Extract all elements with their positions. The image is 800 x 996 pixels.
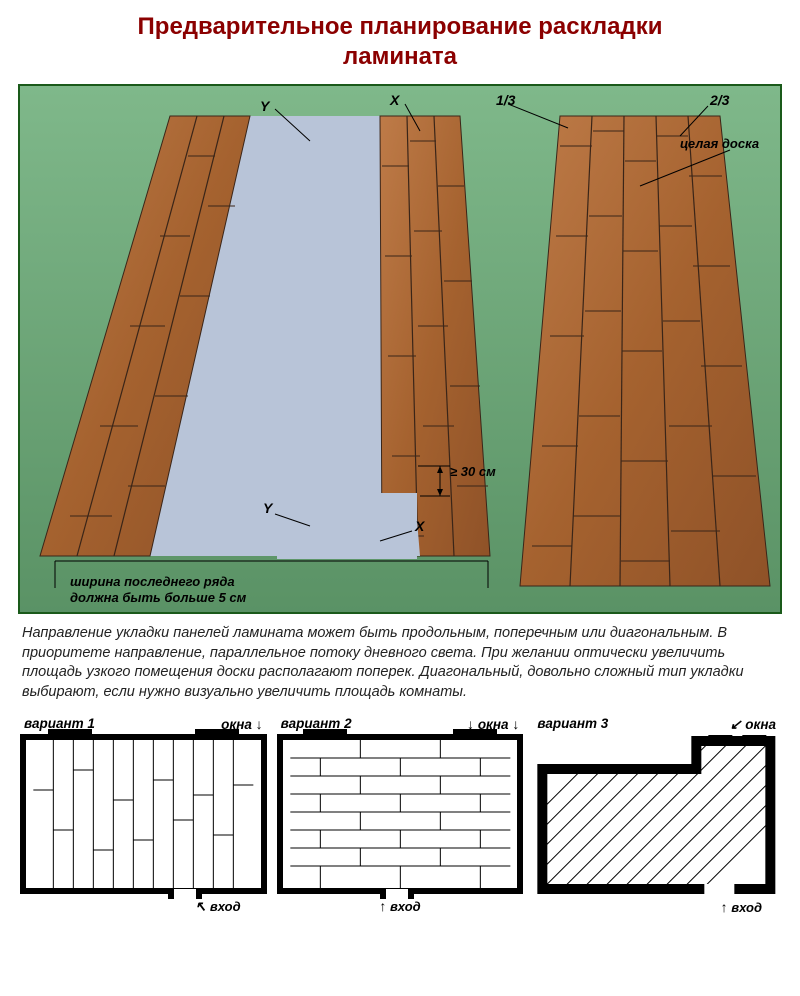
variant-2-entry: ↑ вход xyxy=(277,898,524,914)
label-y-top: Y xyxy=(260,98,269,114)
title-line-2: ламината xyxy=(20,42,780,72)
diagram-svg xyxy=(20,86,780,614)
plan-1 xyxy=(20,734,267,894)
label-two-thirds: 2/3 xyxy=(710,92,729,108)
variants-row: вариант 1 окна ↓ xyxy=(20,716,780,915)
label-one-third: 1/3 xyxy=(496,92,515,108)
label-y-bottom: Y xyxy=(263,500,272,516)
plan-3-svg xyxy=(533,735,780,895)
entry-mark xyxy=(380,889,414,899)
label-whole-board: целая доска xyxy=(680,136,759,151)
variant-3-title: вариант 3 xyxy=(537,716,608,733)
variant-3-windows: ↙ окна xyxy=(730,716,776,733)
arrow-down-icon: ↓ xyxy=(256,716,263,732)
arrow-up-icon: ↑ xyxy=(721,899,728,915)
variant-3: вариант 3 ↙ окна xyxy=(533,716,780,915)
window-mark xyxy=(195,729,239,739)
plan-1-svg xyxy=(26,740,261,888)
window-mark xyxy=(453,729,497,739)
variant-3-entry: ↑ вход xyxy=(533,899,780,915)
arrow-up-icon: ↑ xyxy=(379,898,386,914)
label-gap: ≥ 30 см xyxy=(450,464,496,479)
description-paragraph: Направление укладки панелей ламината мож… xyxy=(22,624,778,702)
page-title: Предварительное планирование раскладки л… xyxy=(0,0,800,78)
plan-2-svg xyxy=(283,740,518,888)
window-mark xyxy=(48,729,92,739)
plan-2 xyxy=(277,734,524,894)
title-line-1: Предварительное планирование раскладки xyxy=(20,12,780,42)
arrow-up-icon: ↖ xyxy=(195,898,207,914)
last-row-note: ширина последнего ряда должна быть больш… xyxy=(70,574,246,607)
label-x-top: X xyxy=(390,92,399,108)
arrow-down-icon: ↙ xyxy=(730,716,742,732)
main-diagram: X Y 1/3 2/3 целая доска ≥ 30 см Y X шири… xyxy=(18,84,782,614)
arrow-down-icon: ↓ xyxy=(512,716,519,732)
window-mark xyxy=(303,729,347,739)
entry-mark xyxy=(168,889,202,899)
variant-2: вариант 2 ↓ окна ↓ xyxy=(277,716,524,915)
variant-1-entry: ↖ вход xyxy=(20,898,267,915)
variant-1: вариант 1 окна ↓ xyxy=(20,716,267,915)
label-x-bottom: X xyxy=(415,518,424,534)
